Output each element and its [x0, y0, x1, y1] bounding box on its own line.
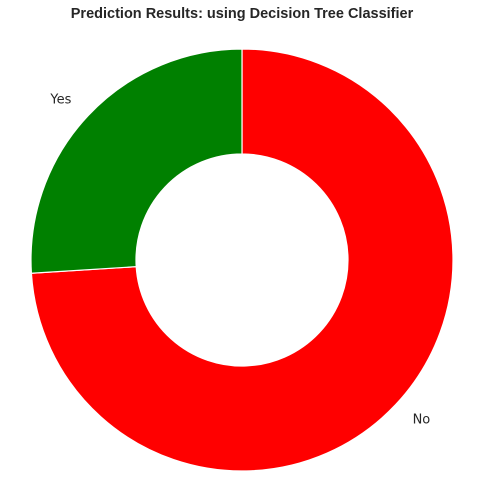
chart-title: Prediction Results: using Decision Tree …: [70, 6, 414, 22]
slice-no: [30, 48, 454, 472]
slice-labels: No Yes: [49, 92, 430, 427]
donut-slices: [30, 48, 454, 472]
slice-label-no: No: [413, 413, 431, 428]
slice-yes: [30, 48, 243, 274]
slice-label-yes: Yes: [49, 92, 71, 107]
